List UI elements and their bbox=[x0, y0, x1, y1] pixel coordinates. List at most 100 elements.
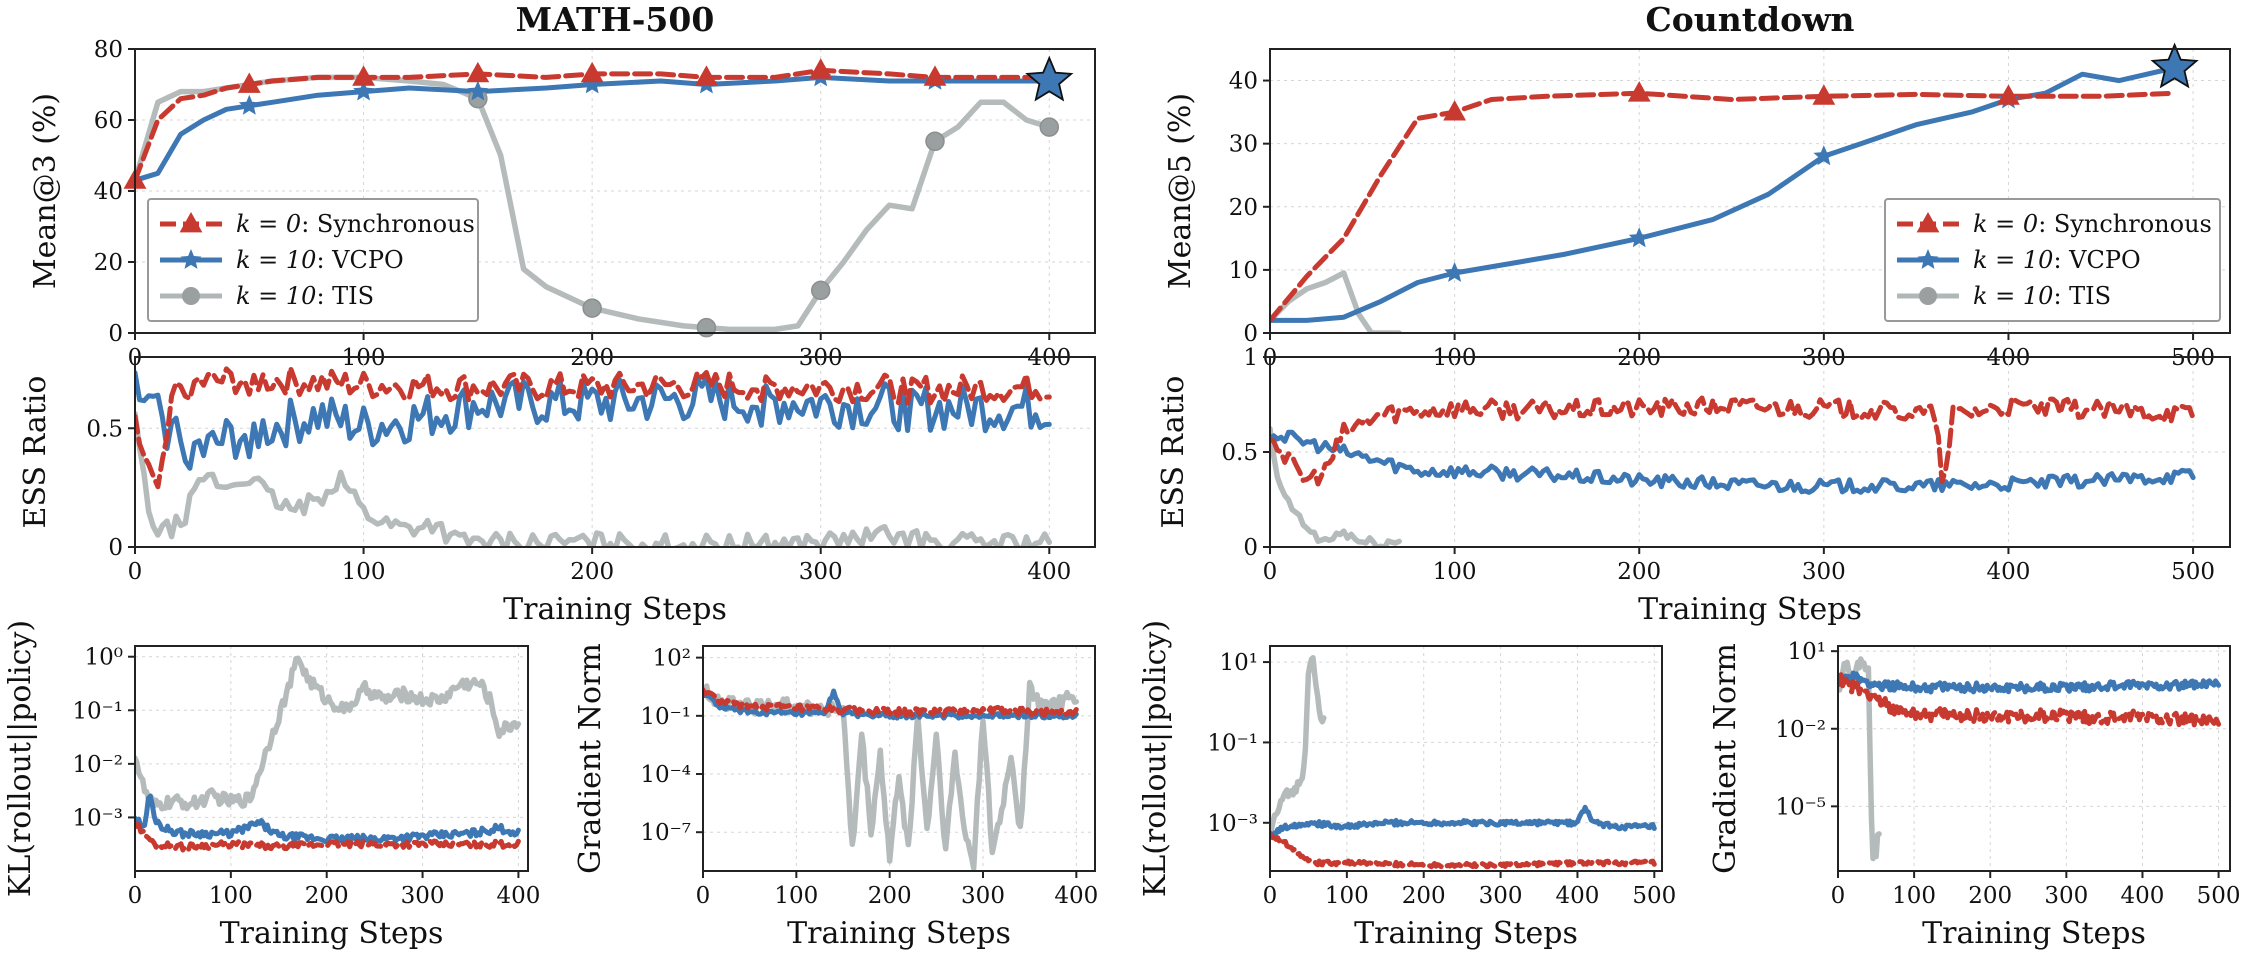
x-tick-label: 0 bbox=[1263, 883, 1278, 909]
math_grad-panel: 0 100 200 300 400 10⁻⁷ 10⁻⁴ 10⁻¹ 10² Gradient Nor… bbox=[573, 643, 1098, 951]
cd_grad-panel: 0 100 200 300 400 500 10⁻⁵ 10⁻² 10¹ Gradient Norm… bbox=[1708, 639, 2241, 951]
x-axis-label: Training Steps bbox=[787, 916, 1011, 951]
y-tick-label: 10 bbox=[1229, 258, 1258, 284]
y-axis-label: Gradient Norm bbox=[573, 643, 608, 874]
sync-triangle-marker bbox=[1443, 100, 1467, 121]
x-tick-label: 400 bbox=[496, 883, 540, 909]
math_kl-frame bbox=[134, 645, 529, 872]
x-tick-label: 400 bbox=[1555, 883, 1599, 909]
x-axis-label: Training Steps bbox=[503, 592, 727, 627]
x-tick-label: 200 bbox=[1968, 883, 2012, 909]
y-tick-label: 10⁻² bbox=[1775, 717, 1826, 743]
sync-triangle-marker bbox=[1627, 81, 1651, 102]
y-tick-label: 0 bbox=[1243, 535, 1258, 561]
x-tick-label: 0 bbox=[696, 883, 711, 909]
cd_kl-frame bbox=[1269, 645, 1663, 872]
cd_grad-plot-area bbox=[1838, 656, 2222, 862]
legend: k = 0: Synchronous k = 10: VCPO k = 10: TI… bbox=[1884, 198, 2221, 322]
series-tis-line bbox=[135, 655, 522, 812]
cd_kl-plot-area bbox=[1270, 654, 1657, 870]
series-sync-line bbox=[1270, 830, 1657, 870]
y-tick-label: 60 bbox=[94, 108, 123, 134]
x-tick-label: 400 bbox=[1054, 883, 1098, 909]
legend-sync-marker bbox=[1916, 212, 1940, 233]
x-tick-label: 100 bbox=[209, 883, 253, 909]
series-vcpo-line bbox=[135, 793, 521, 845]
y-axis-label: KL(rollout||policy) bbox=[1138, 620, 1173, 897]
math_grad-frame bbox=[702, 645, 1096, 872]
y-tick-label: 10⁻¹ bbox=[1207, 730, 1258, 756]
x-tick-label: 0 bbox=[1831, 883, 1846, 909]
x-tick-label: 0 bbox=[128, 559, 143, 585]
sync-triangle-marker bbox=[352, 65, 375, 86]
vcpo-star-marker bbox=[1628, 227, 1650, 248]
x-tick-label: 300 bbox=[1479, 883, 1523, 909]
legend-box bbox=[1884, 198, 2221, 322]
tis-circle-marker bbox=[925, 131, 945, 152]
legend-sync-marker bbox=[179, 212, 203, 233]
legend: k = 0: Synchronous k = 10: VCPO k = 10: TI… bbox=[147, 198, 479, 322]
sync-triangle-marker bbox=[237, 72, 261, 93]
math_ess-frame bbox=[134, 356, 1096, 548]
math_grad-plot-area bbox=[703, 679, 1080, 871]
x-tick-label: 200 bbox=[1402, 883, 1446, 909]
series-vcpo-line bbox=[1270, 804, 1657, 839]
series-sync-line bbox=[1838, 672, 2222, 728]
x-tick-label: 100 bbox=[1892, 883, 1936, 909]
y-tick-label: 10⁻² bbox=[72, 752, 123, 778]
sync-triangle-marker bbox=[695, 65, 718, 86]
x-tick-label: 400 bbox=[1027, 559, 1071, 585]
y-axis-label: ESS Ratio bbox=[18, 376, 53, 529]
legend-box bbox=[147, 198, 479, 322]
vcpo-final-star-marker bbox=[2150, 42, 2199, 89]
series-tis-line bbox=[1270, 654, 1327, 833]
legend-tis-marker bbox=[1919, 287, 1937, 305]
vcpo-star-marker bbox=[1813, 145, 1835, 166]
y-tick-label: 0 bbox=[108, 321, 123, 347]
x-tick-label: 400 bbox=[2121, 883, 2165, 909]
y-tick-label: 10² bbox=[653, 646, 692, 672]
y-tick-label: 10⁻³ bbox=[72, 805, 123, 831]
x-tick-label: 0 bbox=[128, 883, 143, 909]
y-axis-label: Mean@3 (%) bbox=[28, 93, 63, 289]
y-tick-label: 20 bbox=[94, 250, 123, 276]
legend-vcpo-label: k = 10: VCPO bbox=[1973, 246, 2141, 274]
legend-vcpo-marker bbox=[180, 249, 202, 269]
x-tick-label: 100 bbox=[342, 559, 386, 585]
x-tick-label: 400 bbox=[1987, 559, 2031, 585]
x-tick-label: 300 bbox=[2044, 883, 2088, 909]
x-tick-label: 300 bbox=[961, 883, 1005, 909]
sync-triangle-marker bbox=[1997, 84, 2020, 105]
series-vcpo-line bbox=[703, 688, 1079, 721]
y-tick-label: 10¹ bbox=[1788, 639, 1827, 665]
x-axis-label: Training Steps bbox=[1354, 916, 1578, 951]
y-tick-label: 10⁻⁵ bbox=[1775, 794, 1826, 820]
tis-circle-marker bbox=[1039, 117, 1060, 137]
series-tis-line bbox=[1270, 425, 1402, 547]
y-axis-label: Mean@5 (%) bbox=[1163, 93, 1198, 289]
y-tick-label: 10⁻¹ bbox=[72, 698, 123, 724]
y-tick-label: 0 bbox=[1243, 321, 1258, 347]
y-tick-label: 0 bbox=[108, 535, 123, 561]
tis-circle-marker bbox=[810, 280, 831, 301]
y-tick-label: 0.5 bbox=[86, 416, 123, 442]
x-axis-label: Training Steps bbox=[1922, 916, 2146, 951]
series-tis-line bbox=[1270, 270, 1402, 333]
y-axis-label: Gradient Norm bbox=[1708, 643, 1743, 874]
y-tick-label: 0.5 bbox=[1221, 440, 1258, 466]
cd_ess-plot-area bbox=[1270, 395, 2196, 547]
vcpo-star-marker bbox=[238, 94, 260, 115]
sync-triangle-marker bbox=[809, 58, 833, 79]
legend-tis-marker bbox=[182, 287, 200, 305]
x-tick-label: 0 bbox=[1263, 559, 1278, 585]
y-tick-label: 10⁰ bbox=[85, 645, 124, 671]
cd_mean-panel: 0100200300400500010203040Mean@5 (%)k = 0… bbox=[1163, 42, 2231, 371]
cd_mean-plot-area bbox=[1270, 65, 2178, 333]
y-axis-label: KL(rollout||policy) bbox=[3, 620, 38, 897]
series-sync-line bbox=[1270, 395, 2196, 487]
math_mean-frame bbox=[134, 48, 1096, 334]
math_ess-plot-area bbox=[135, 365, 1053, 547]
